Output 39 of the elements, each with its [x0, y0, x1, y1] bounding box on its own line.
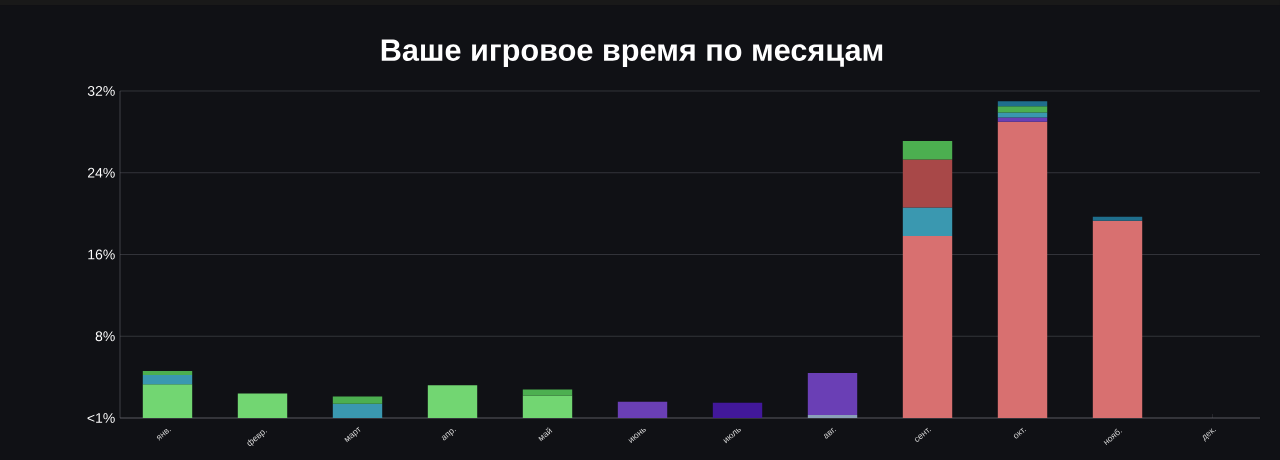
bar — [712, 402, 763, 418]
bar — [332, 396, 383, 404]
bar — [902, 159, 953, 208]
bar — [997, 112, 1048, 118]
bar — [997, 106, 1048, 113]
x-tick-label: апр. — [441, 429, 457, 441]
bar — [522, 395, 573, 418]
bar — [427, 385, 478, 418]
bar — [902, 141, 953, 160]
y-tick-label: 24% — [87, 167, 115, 178]
x-tick-label: дек. — [1202, 428, 1217, 442]
bar — [902, 207, 953, 237]
y-tick-label: <1% — [87, 413, 115, 423]
bar — [237, 393, 288, 418]
x-tick-label: окт. — [1013, 427, 1027, 439]
bar — [997, 101, 1048, 107]
bar — [142, 375, 193, 385]
bar — [332, 403, 383, 418]
x-tick-label: июнь — [628, 428, 646, 444]
y-tick-label: 16% — [88, 249, 115, 260]
bar — [617, 401, 668, 418]
x-tick-label: сент. — [914, 427, 932, 442]
bar — [142, 384, 193, 418]
x-tick-label: май — [538, 427, 553, 442]
bar — [807, 414, 858, 418]
bar — [997, 121, 1048, 418]
x-tick-label: янв. — [156, 429, 171, 441]
bar — [807, 373, 858, 415]
bar — [142, 370, 193, 376]
x-tick-label: июль — [723, 428, 741, 444]
x-tick-label: авг. — [823, 427, 837, 439]
bar — [902, 236, 953, 418]
y-tick-label: 8% — [95, 331, 115, 342]
bar — [1092, 216, 1143, 221]
bar — [1092, 220, 1143, 418]
bar — [997, 117, 1048, 122]
bar — [522, 389, 573, 396]
chart-title: Ваше игровое время по месяцам — [381, 39, 883, 68]
y-tick-label: 32% — [87, 86, 115, 96]
